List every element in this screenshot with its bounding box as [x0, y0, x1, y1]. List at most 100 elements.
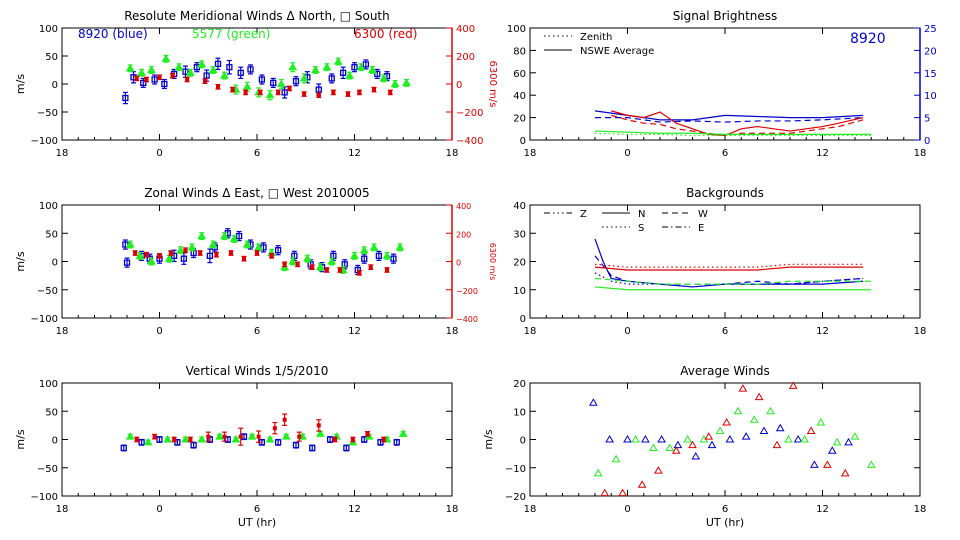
- y-tick-label: 0: [52, 436, 58, 447]
- red-point: [381, 437, 386, 442]
- green-triangle-point: [398, 429, 408, 437]
- green-triangle-point: [333, 57, 343, 65]
- red-point: [297, 434, 302, 439]
- green-triangle-point: [316, 262, 325, 271]
- x-tick-label: 18: [56, 504, 69, 515]
- red-triangle-point: [654, 466, 663, 474]
- red-point: [144, 252, 149, 257]
- green-triangle-point: [345, 71, 354, 79]
- green-triangle-point: [147, 65, 156, 73]
- red-triangle-point: [671, 446, 681, 454]
- green-triangle-point: [611, 454, 621, 463]
- red-point: [350, 437, 355, 442]
- green-triangle-point: [715, 426, 725, 435]
- y-tick-label: −100: [31, 136, 58, 147]
- blue-triangle-point: [810, 460, 819, 468]
- green-triangle-point: [327, 257, 337, 265]
- y2-tick-label: −400: [456, 315, 478, 324]
- x-tick-label: 12: [816, 326, 829, 337]
- green-triangle-point: [368, 65, 377, 73]
- green-triangle-point: [220, 231, 229, 240]
- blue-square-point: [214, 60, 222, 67]
- series-label-blue: 8920 (blue): [78, 27, 148, 41]
- red-point: [229, 251, 233, 256]
- red-point: [152, 434, 157, 439]
- red-point: [365, 431, 370, 436]
- green-triangle-point: [850, 432, 860, 440]
- legend-label: NSWE Average: [580, 46, 654, 57]
- x-tick-label: 12: [816, 148, 829, 159]
- red-point: [316, 93, 321, 98]
- y-tick-label: 100: [39, 379, 58, 390]
- x-tick-label: 6: [722, 504, 728, 515]
- y-tick-label: −100: [31, 492, 58, 503]
- y-tick-label: 20: [513, 258, 526, 269]
- x-tick-label: 12: [348, 504, 361, 515]
- green-triangle-point: [135, 251, 145, 259]
- red-point: [242, 256, 246, 261]
- red-point: [134, 76, 139, 81]
- plot-frame: [61, 382, 453, 497]
- x-axis-label: UT (hr): [238, 516, 276, 529]
- y-tick-label: −50: [37, 108, 58, 119]
- legend-label: Z: [580, 209, 587, 220]
- y-tick-label: 30: [513, 229, 526, 240]
- green-triangle-point: [163, 435, 172, 443]
- green-triangle-point: [303, 254, 312, 262]
- blue-triangle-point: [844, 437, 853, 446]
- red-dotted-line: [594, 263, 864, 268]
- red-point: [282, 262, 287, 267]
- x-tick-label: 12: [816, 504, 829, 515]
- y2-tick-label: 200: [456, 52, 475, 63]
- red-point: [238, 434, 243, 439]
- red-point: [216, 84, 220, 89]
- green-triangle-point: [125, 432, 135, 440]
- blue-dotted-line: [594, 272, 864, 288]
- green-triangle-point: [197, 435, 207, 443]
- y-tick-label: 20: [513, 114, 526, 125]
- wavelength-label: 8920: [850, 31, 886, 47]
- blue-square-point: [122, 94, 129, 102]
- y-tick-label: −20: [505, 492, 526, 503]
- blue-square-point: [274, 247, 282, 254]
- y2-tick-label: 400: [456, 202, 471, 211]
- x-tick-label: 18: [446, 326, 459, 337]
- green-triangle-point: [176, 245, 185, 254]
- red-point: [170, 73, 175, 78]
- y-tick-label: 100: [39, 201, 58, 212]
- y2-tick-label: 0: [456, 80, 462, 91]
- y-tick-label: 10: [513, 286, 526, 297]
- green-triangle-point: [197, 231, 207, 240]
- x-tick-label: 0: [156, 504, 162, 515]
- red-triangle-point: [840, 468, 850, 477]
- green-triangle-point: [683, 435, 692, 443]
- green-triangle-point: [749, 415, 759, 423]
- green-triangle-point: [137, 68, 146, 76]
- y-tick-label: 50: [45, 229, 58, 240]
- green-triangle-point: [766, 406, 775, 415]
- green-triangle-point: [322, 62, 332, 71]
- red-point: [255, 251, 259, 256]
- red-point: [368, 265, 373, 270]
- x-tick-label: 12: [348, 326, 361, 337]
- y-tick-label: −10: [505, 464, 526, 475]
- chart-title: Backgrounds: [686, 186, 764, 200]
- y2-tick-label: 10: [924, 91, 937, 102]
- green-triangle-point: [379, 73, 389, 82]
- x-tick-label: 18: [524, 326, 537, 337]
- red-point: [337, 267, 342, 272]
- y-tick-label: 20: [513, 379, 526, 390]
- red-point: [157, 75, 162, 80]
- blue-square-point: [203, 72, 210, 79]
- x-tick-label: 18: [446, 504, 459, 515]
- chart-title: Average Winds: [680, 364, 770, 378]
- green-triangle-point: [288, 257, 298, 265]
- x-tick-label: 6: [722, 326, 728, 337]
- y-axis-label: m/s: [14, 74, 27, 94]
- blue-square-point: [339, 69, 347, 76]
- green-triangle-point: [649, 443, 658, 451]
- y2-tick-label: 5: [924, 114, 930, 125]
- green-triangle-point: [215, 432, 224, 440]
